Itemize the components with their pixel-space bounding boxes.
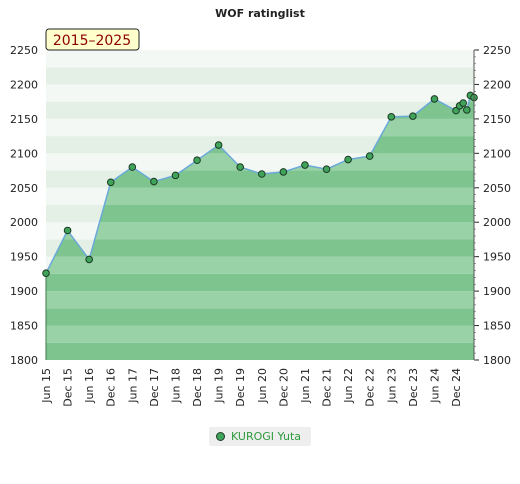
x-tick-label: Dec 17 bbox=[148, 368, 161, 407]
y-tick-label-left: 1900 bbox=[10, 285, 38, 298]
data-point bbox=[279, 168, 288, 176]
y-tick-label-right: 2150 bbox=[483, 113, 511, 126]
y-tick-label-left: 1850 bbox=[10, 320, 38, 333]
y-tick-label-right: 2000 bbox=[483, 216, 511, 229]
y-tick-label-left: 2150 bbox=[10, 113, 38, 126]
data-point bbox=[193, 156, 201, 165]
x-tick-label: Jun 23 bbox=[385, 368, 398, 404]
legend: KUROGI Yuta bbox=[209, 427, 311, 446]
period-badge-box bbox=[45, 28, 140, 51]
data-point bbox=[387, 113, 396, 121]
y-tick-label-left: 1800 bbox=[10, 354, 38, 367]
background-band bbox=[46, 67, 474, 85]
legend-series-label: KUROGI Yuta bbox=[231, 430, 302, 443]
area-band bbox=[46, 291, 474, 309]
legend-marker bbox=[216, 432, 225, 441]
period-badge-label: 2015–2025 bbox=[53, 33, 131, 49]
data-point bbox=[236, 163, 245, 171]
data-point bbox=[344, 155, 352, 164]
data-point bbox=[409, 112, 417, 120]
data-point bbox=[257, 170, 266, 178]
y-tick-label-left: 2000 bbox=[10, 216, 38, 229]
data-point bbox=[463, 106, 471, 114]
x-tick-label: Jun 19 bbox=[213, 368, 226, 404]
x-tick-label: Jun 21 bbox=[299, 368, 312, 404]
x-tick-label: Jun 15 bbox=[40, 368, 53, 404]
area-band bbox=[46, 187, 474, 205]
y-tick-label-right: 1850 bbox=[483, 320, 511, 333]
background-band bbox=[46, 118, 474, 137]
x-tick-label: Dec 22 bbox=[364, 368, 377, 407]
area-band bbox=[46, 308, 474, 326]
data-point bbox=[214, 141, 223, 149]
y-tick-label-left: 2050 bbox=[10, 182, 38, 195]
x-tick-label: Dec 23 bbox=[407, 368, 420, 407]
y-tick-label-left: 2100 bbox=[10, 147, 38, 160]
area-band bbox=[46, 222, 474, 240]
data-point bbox=[430, 95, 439, 103]
x-tick-label: Jun 18 bbox=[169, 368, 182, 404]
axes-layer: 1800 1800 1850 1850 1900 1900 1950 1950 2000 2000… bbox=[10, 44, 511, 407]
period-badge: 2015–2025 bbox=[45, 28, 140, 51]
background-band bbox=[46, 84, 474, 102]
background-band bbox=[46, 136, 474, 154]
area-band bbox=[46, 239, 474, 257]
x-tick-label: Jun 20 bbox=[256, 368, 269, 404]
y-tick-label-left: 2250 bbox=[10, 44, 38, 57]
x-tick-label: Jun 22 bbox=[342, 368, 355, 404]
y-tick-label-right: 1800 bbox=[483, 354, 511, 367]
x-tick-label: Dec 18 bbox=[191, 368, 204, 407]
y-tick-label-right: 2100 bbox=[483, 147, 511, 160]
data-point bbox=[106, 178, 115, 187]
background-band bbox=[46, 50, 474, 68]
x-tick-label: Jun 24 bbox=[428, 368, 441, 404]
area-band bbox=[46, 256, 474, 274]
x-tick-label: Jun 17 bbox=[126, 368, 139, 404]
data-point bbox=[171, 171, 180, 180]
x-tick-label: Dec 20 bbox=[277, 368, 290, 407]
data-point bbox=[128, 163, 137, 171]
area-band bbox=[46, 273, 474, 292]
chart-title: WOF ratinglist bbox=[215, 7, 305, 20]
x-tick-label: Dec 24 bbox=[450, 368, 463, 407]
y-tick-label-right: 1900 bbox=[483, 285, 511, 298]
x-tick-label: Dec 19 bbox=[234, 368, 247, 407]
data-point bbox=[459, 99, 468, 107]
data-point bbox=[150, 177, 158, 186]
y-tick-label-right: 2050 bbox=[483, 182, 511, 195]
x-tick-label: Dec 21 bbox=[321, 368, 334, 407]
y-tick-label-right: 1950 bbox=[483, 251, 511, 264]
y-tick-label-left: 2200 bbox=[10, 78, 38, 91]
data-point bbox=[301, 161, 309, 169]
x-tick-label: Dec 15 bbox=[62, 368, 75, 407]
data-point bbox=[365, 152, 374, 160]
area-band bbox=[46, 205, 474, 223]
area-band bbox=[46, 342, 474, 360]
x-tick-label: Jun 16 bbox=[83, 368, 96, 404]
y-tick-label-right: 2250 bbox=[483, 44, 511, 57]
background-band bbox=[46, 101, 474, 119]
area-band bbox=[46, 325, 474, 343]
x-tick-label: Dec 16 bbox=[105, 368, 118, 407]
y-tick-label-left: 1950 bbox=[10, 251, 38, 264]
y-tick-label-right: 2200 bbox=[483, 78, 511, 91]
data-point bbox=[42, 269, 50, 278]
points-layer bbox=[42, 91, 478, 278]
data-point bbox=[63, 226, 72, 235]
data-point bbox=[322, 165, 331, 173]
data-point bbox=[85, 255, 93, 264]
